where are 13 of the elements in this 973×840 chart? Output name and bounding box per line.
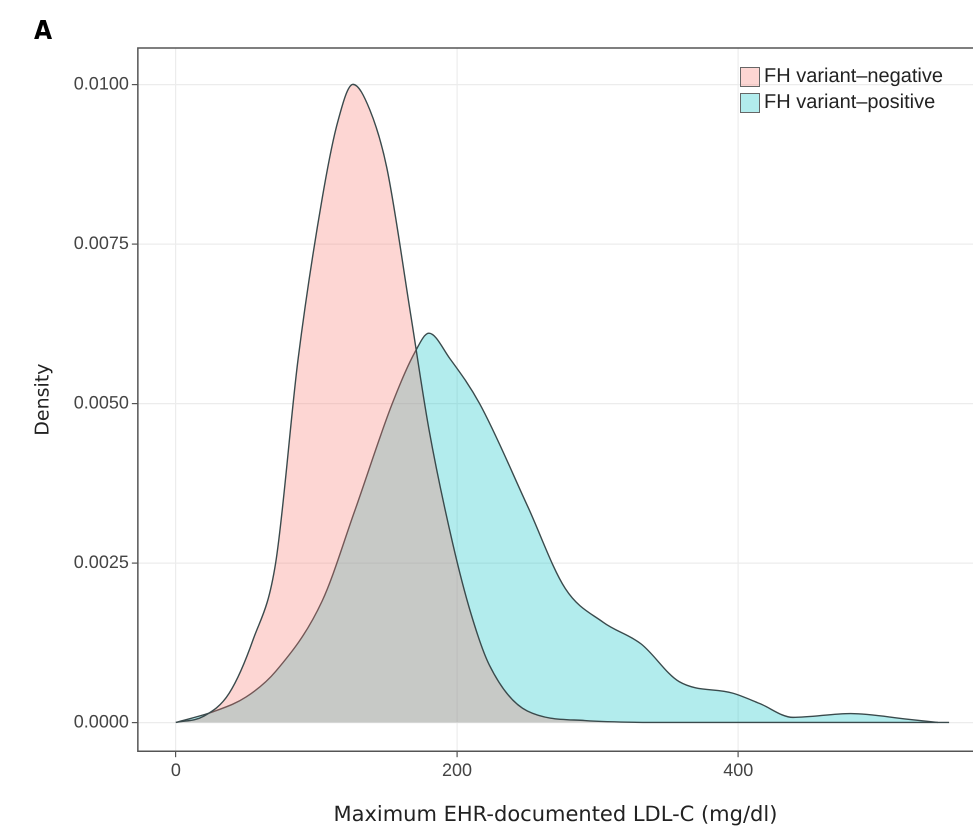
x-tick-label: 200 bbox=[442, 760, 472, 780]
y-axis-title: Density bbox=[31, 363, 54, 436]
y-tick-label: 0.0050 bbox=[74, 392, 129, 412]
y-tick-label: 0.0100 bbox=[74, 73, 129, 94]
legend-label: FH variant–negative bbox=[764, 65, 943, 88]
x-tick-label: 0 bbox=[170, 760, 181, 780]
y-tick-label: 0.0075 bbox=[74, 232, 129, 253]
legend-label: FH variant–positive bbox=[764, 91, 936, 114]
y-tick-label: 0.0025 bbox=[74, 552, 129, 572]
x-tick-label: 400 bbox=[723, 760, 754, 780]
x-axis-title: Maximum EHR-documented LDL-C (mg/dl) bbox=[333, 802, 778, 826]
text: A bbox=[34, 16, 52, 46]
y-tick-label: 0.0000 bbox=[74, 711, 129, 732]
